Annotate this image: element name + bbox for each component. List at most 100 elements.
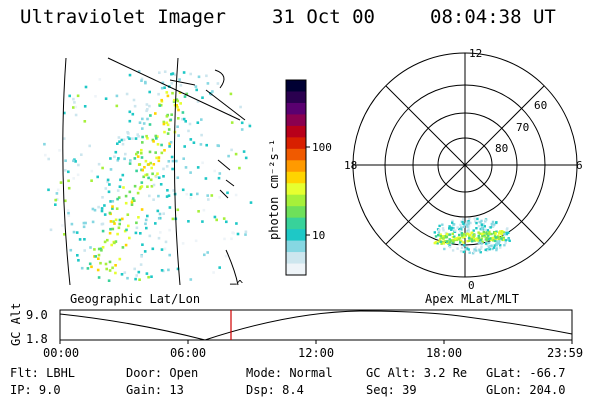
aurora-pixel bbox=[141, 243, 144, 246]
colorbar-swatch bbox=[286, 80, 306, 93]
aurora-pixel bbox=[55, 198, 59, 201]
info-filter: Flt: LBHL bbox=[10, 366, 76, 380]
aurora-pixel bbox=[480, 219, 483, 223]
aurora-pixel bbox=[477, 231, 480, 234]
aurora-pixel bbox=[177, 117, 180, 120]
aurora-pixel bbox=[93, 208, 97, 212]
aurora-pixel bbox=[480, 245, 483, 248]
lat-label-60: 60 bbox=[534, 99, 547, 112]
aurora-pixel bbox=[114, 240, 118, 243]
info-gain: Gain: 13 bbox=[126, 383, 184, 397]
aurora-pixel bbox=[439, 233, 442, 236]
aurora-pixel bbox=[485, 239, 489, 242]
aurora-pixel bbox=[466, 240, 469, 243]
aurora-pixel bbox=[162, 120, 166, 124]
aurora-pixel bbox=[141, 127, 144, 130]
aurora-pixel bbox=[116, 197, 119, 201]
aurora-pixel bbox=[480, 223, 484, 227]
aurora-pixel bbox=[173, 98, 176, 102]
aurora-pixel bbox=[502, 231, 506, 234]
aurora-pixel bbox=[115, 94, 119, 98]
aurora-pixel bbox=[465, 221, 468, 225]
aurora-pixel bbox=[145, 103, 149, 106]
aurora-pixel bbox=[149, 114, 152, 117]
aurora-pixel bbox=[117, 196, 121, 199]
aurora-pixel bbox=[170, 113, 173, 116]
aurora-pixel bbox=[97, 205, 100, 209]
aurora-pixel bbox=[185, 92, 188, 96]
aurora-pixel bbox=[98, 78, 102, 81]
aurora-pixel bbox=[188, 122, 192, 126]
aurora-pixel bbox=[155, 156, 158, 160]
aurora-pixel bbox=[163, 70, 167, 73]
aurora-pixel bbox=[242, 150, 246, 153]
aurora-pixel bbox=[151, 247, 155, 251]
aurora-pixel bbox=[140, 151, 143, 155]
aurora-pixel bbox=[470, 231, 474, 234]
aurora-pixel bbox=[158, 71, 161, 74]
aurora-pixel bbox=[456, 247, 459, 250]
colorbar-swatch bbox=[286, 206, 306, 219]
aurora-pixel bbox=[125, 228, 128, 232]
aurora-pixel bbox=[94, 95, 97, 98]
aurora-pixel bbox=[483, 235, 486, 238]
aurora-pixel bbox=[112, 220, 115, 223]
aurora-pixel bbox=[468, 217, 471, 221]
aurora-pixel bbox=[90, 265, 93, 269]
aurora-pixel bbox=[452, 226, 455, 230]
aurora-pixel bbox=[168, 145, 171, 148]
aurora-pixel bbox=[115, 104, 119, 108]
aurora-pixel bbox=[137, 135, 140, 138]
aurora-pixel bbox=[117, 226, 121, 230]
aurora-pixel bbox=[472, 237, 475, 241]
aurora-pixel bbox=[185, 192, 189, 196]
aurora-pixel bbox=[175, 98, 179, 101]
aurora-pixel bbox=[466, 233, 469, 236]
aurora-pixel bbox=[477, 225, 481, 228]
aurora-pixel bbox=[82, 225, 86, 229]
aurora-pixel bbox=[472, 250, 476, 254]
aurora-pixel bbox=[458, 227, 461, 231]
aurora-pixel bbox=[54, 198, 57, 202]
aurora-pixel bbox=[129, 159, 132, 162]
aurora-pixel bbox=[213, 169, 216, 173]
polar-grid bbox=[352, 52, 578, 278]
aurora-pixel bbox=[187, 220, 190, 223]
aurora-pixel bbox=[505, 231, 508, 234]
aurora-pixel bbox=[167, 128, 171, 131]
aurora-pixel bbox=[451, 219, 454, 223]
aurora-pixel bbox=[130, 203, 134, 206]
aurora-pixel bbox=[238, 166, 241, 170]
aurora-pixel bbox=[451, 226, 454, 230]
aurora-pixel bbox=[163, 149, 166, 152]
aurora-pixel bbox=[132, 98, 136, 102]
aurora-pixel bbox=[150, 185, 154, 188]
altitude-timeline: GC Alt 9.0 1.8 bbox=[9, 303, 573, 346]
aurora-pixel bbox=[149, 161, 152, 165]
aurora-pixel bbox=[448, 225, 451, 228]
aurora-pixel bbox=[128, 190, 132, 194]
aurora-pixel bbox=[91, 207, 95, 211]
aurora-pixel bbox=[459, 250, 463, 253]
aurora-pixel bbox=[178, 78, 181, 81]
aurora-pixel bbox=[502, 236, 505, 239]
aurora-pixel bbox=[172, 189, 175, 192]
aurora-pixel bbox=[128, 119, 132, 123]
aurora-pixel bbox=[145, 272, 149, 275]
aurora-pixel bbox=[494, 236, 498, 239]
aurora-pixel bbox=[135, 274, 138, 277]
aurora-pixel bbox=[166, 94, 170, 98]
aurora-pixel bbox=[118, 222, 121, 226]
aurora-pixel bbox=[205, 74, 208, 78]
aurora-pixel bbox=[106, 180, 109, 184]
aurora-pixel bbox=[483, 225, 486, 228]
aurora-pixel bbox=[206, 194, 209, 197]
aurora-pixel bbox=[240, 128, 244, 131]
info-door: Door: Open bbox=[126, 366, 199, 380]
aurora-pixel bbox=[491, 247, 494, 251]
aurora-pixel bbox=[101, 196, 104, 199]
aurora-pixel bbox=[101, 229, 105, 233]
aurora-pixel bbox=[500, 232, 503, 236]
aurora-pixel bbox=[157, 217, 161, 220]
aurora-pixel bbox=[506, 227, 509, 230]
